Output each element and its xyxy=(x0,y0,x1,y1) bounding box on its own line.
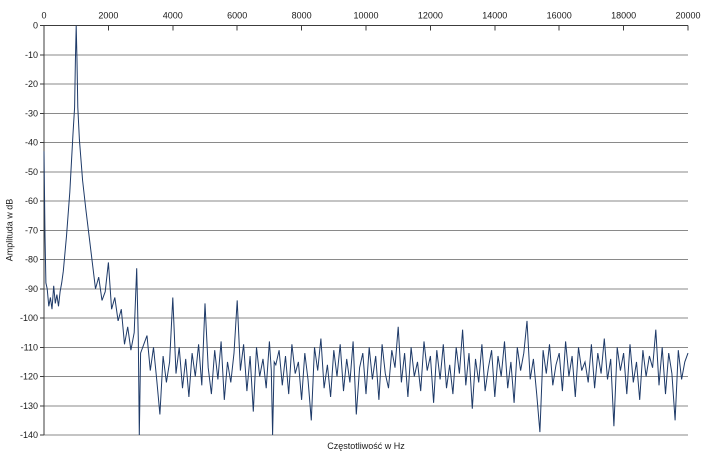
y-tick-label: -110 xyxy=(21,342,38,352)
x-tick-label: 16000 xyxy=(547,11,572,21)
x-axis-title: Częstotliwość w Hz xyxy=(327,441,405,451)
x-tick-label: 10000 xyxy=(353,11,378,21)
x-tick-label: 8000 xyxy=(292,11,312,21)
y-axis-title-text: Amplituda w dB xyxy=(4,198,14,262)
y-axis-title: Amplituda w dB xyxy=(2,25,16,435)
x-tick-label: 0 xyxy=(41,11,46,21)
x-tick-label: 14000 xyxy=(482,11,507,21)
y-tick-label: -20 xyxy=(25,79,38,89)
y-tick-label: -130 xyxy=(20,401,38,411)
y-tick-label: -60 xyxy=(25,196,38,206)
x-tick-label: 4000 xyxy=(163,11,183,21)
x-tick-label: 20000 xyxy=(675,11,700,21)
y-tick-label: -40 xyxy=(25,138,38,148)
y-tick-label: -140 xyxy=(20,430,38,440)
spectrum-line xyxy=(43,25,689,436)
y-tick-label: -80 xyxy=(25,255,38,265)
y-tick-label: -10 xyxy=(25,50,38,60)
y-tick-label: 0 xyxy=(33,21,38,31)
x-tick-label: 18000 xyxy=(611,11,636,21)
x-tick-label: 2000 xyxy=(98,11,118,21)
y-tick-label: -30 xyxy=(25,108,38,118)
y-tick-label: -120 xyxy=(20,372,38,382)
x-tick-label: 12000 xyxy=(418,11,443,21)
y-tick-label: -100 xyxy=(20,313,38,323)
y-tick-label: -90 xyxy=(25,284,38,294)
y-tick-label: -70 xyxy=(25,225,38,235)
y-tick-label: -50 xyxy=(25,167,38,177)
x-tick-label: 6000 xyxy=(227,11,247,21)
